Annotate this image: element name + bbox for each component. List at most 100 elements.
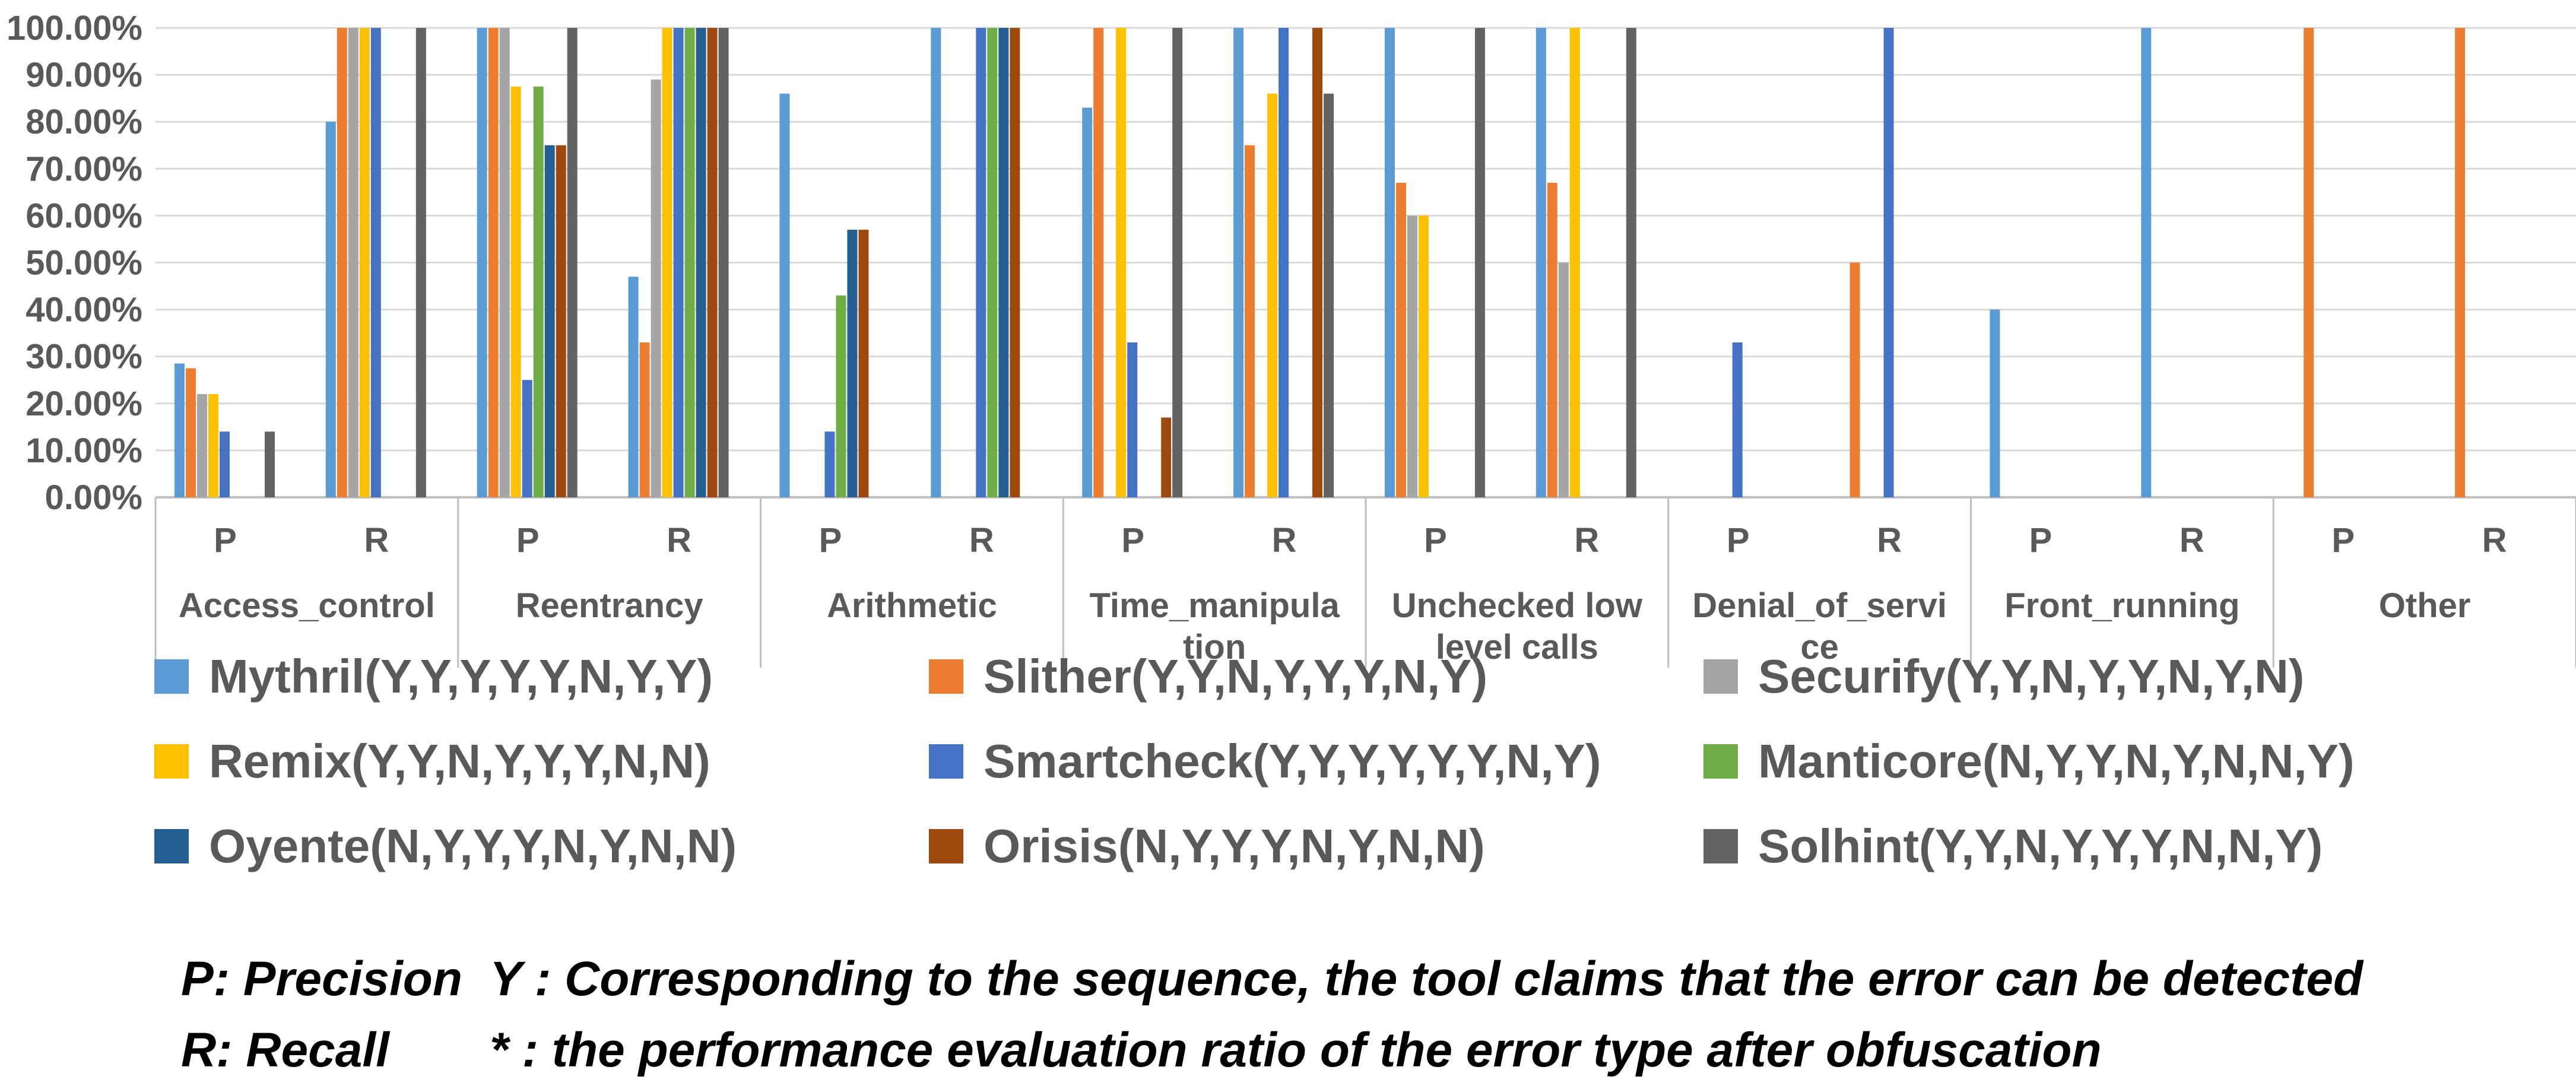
category-label: Unchecked low — [1392, 586, 1643, 625]
bar — [556, 145, 566, 497]
bar — [976, 28, 986, 497]
metric-label: R — [2180, 521, 2204, 560]
category-label: tion — [1183, 628, 1246, 666]
legend-item: Oyente(N,Y,Y,Y,N,Y,N,N) — [154, 817, 737, 876]
bar — [696, 28, 706, 497]
bar — [1418, 215, 1429, 497]
category-label: Access_control — [179, 586, 435, 625]
bar — [370, 28, 381, 497]
legend-swatch — [154, 829, 189, 863]
bar — [325, 122, 336, 497]
bar — [1395, 183, 1406, 497]
bar — [1161, 417, 1172, 497]
legend-item: Remix(Y,Y,N,Y,Y,Y,N,N) — [154, 732, 710, 791]
category-label: Reentrancy — [516, 586, 703, 625]
legend: Mythril(Y,Y,Y,Y,Y,N,Y,Y) Slither(Y,Y,N,Y,… — [154, 650, 2469, 950]
bar — [931, 28, 941, 497]
y-tick-label: 30.00% — [26, 338, 142, 376]
bar — [1172, 28, 1183, 497]
legend-label: Manticore(N,Y,Y,N,Y,N,N,Y) — [1758, 735, 2355, 788]
bar — [348, 28, 359, 497]
category-label: Other — [2379, 586, 2471, 625]
metric-label: P — [2029, 521, 2052, 560]
bar — [1883, 28, 1894, 497]
metric-label: R — [1574, 521, 1599, 560]
bar — [1127, 342, 1138, 497]
legend-label: Mythril(Y,Y,Y,Y,Y,N,Y,Y) — [209, 650, 713, 703]
metric-label: R — [667, 521, 691, 560]
legend-label: Slither(Y,Y,N,Y,Y,Y,N,Y) — [984, 650, 1488, 703]
bar — [1312, 28, 1323, 497]
metric-label: R — [1877, 521, 1902, 560]
bar — [2304, 28, 2314, 497]
bar — [836, 295, 846, 497]
legend-item: Smartcheck(Y,Y,Y,Y,Y,Y,N,Y) — [929, 732, 1601, 791]
bar — [707, 28, 718, 497]
bar — [359, 28, 370, 497]
bar — [1732, 342, 1743, 497]
bar — [718, 28, 729, 497]
bar — [1093, 28, 1104, 497]
bar — [1990, 309, 2000, 497]
y-tick-label: 100.00% — [7, 9, 142, 47]
y-tick-label: 40.00% — [26, 291, 142, 329]
bar — [488, 28, 499, 497]
legend-swatch — [929, 659, 963, 694]
bar — [499, 28, 510, 497]
bar — [1082, 107, 1093, 498]
metric-label: P — [819, 521, 842, 560]
bar — [1324, 93, 1334, 498]
bar — [1474, 28, 1485, 497]
bar — [662, 28, 672, 497]
chart: 100.00% 90.00% 80.00% 70.00% 60.00% 50.00% 40.… — [7, 9, 2576, 668]
category-label: Denial_of_servi — [1692, 586, 1947, 625]
note-text: * : the performance evaluation ratio of … — [490, 1023, 2102, 1077]
category-label: Time_manipula — [1090, 586, 1340, 625]
bar — [174, 363, 185, 497]
metric-label: P — [516, 521, 540, 560]
bar — [1558, 262, 1569, 497]
legend-swatch — [154, 659, 189, 694]
bar — [1384, 28, 1395, 497]
bar — [264, 431, 275, 497]
legend-label: Oyente(N,Y,Y,Y,N,Y,N,N) — [209, 820, 737, 872]
bar — [337, 28, 347, 497]
bar — [1116, 28, 1127, 497]
metric-label: R — [364, 521, 389, 560]
bar — [824, 431, 835, 497]
category-label: Front_running — [2004, 586, 2239, 625]
bar — [208, 393, 218, 497]
legend-item: Orisis(N,Y,Y,Y,N,Y,N,N) — [929, 817, 1485, 876]
bar — [415, 28, 426, 497]
bar — [1407, 215, 1417, 497]
bar — [2455, 28, 2466, 497]
bar — [639, 342, 650, 497]
metric-label: R — [969, 521, 994, 560]
bar — [533, 86, 544, 497]
bar — [1267, 93, 1278, 498]
legend-label: Remix(Y,Y,N,Y,Y,Y,N,N) — [209, 735, 710, 788]
bar — [219, 431, 230, 497]
bar — [1569, 28, 1580, 497]
category-label: Arithmetic — [827, 586, 997, 625]
bar — [987, 28, 998, 497]
bar — [522, 380, 532, 497]
bar — [628, 277, 639, 497]
y-tick-label: 70.00% — [26, 150, 142, 188]
category-label: ce — [1800, 628, 1839, 666]
y-tick-label: 50.00% — [26, 244, 142, 282]
note-recall: R: Recall * : the performance evaluation… — [181, 1018, 2102, 1083]
note-precision: P: Precision Y : Corresponding to the se… — [181, 947, 2363, 1012]
bar — [779, 93, 790, 498]
note-text: Y : Corresponding to the sequence, the t… — [490, 952, 2364, 1006]
legend-item: Manticore(N,Y,Y,N,Y,N,N,Y) — [1703, 732, 2355, 791]
y-tick-label: 0.00% — [45, 478, 142, 517]
bar — [1849, 262, 1860, 497]
bar — [684, 28, 695, 497]
bar — [651, 80, 661, 497]
note-key: R: Recall — [181, 1023, 389, 1077]
legend-swatch — [154, 744, 189, 779]
bar — [1245, 145, 1255, 497]
category-label: level calls — [1436, 628, 1598, 666]
bar — [567, 28, 578, 497]
